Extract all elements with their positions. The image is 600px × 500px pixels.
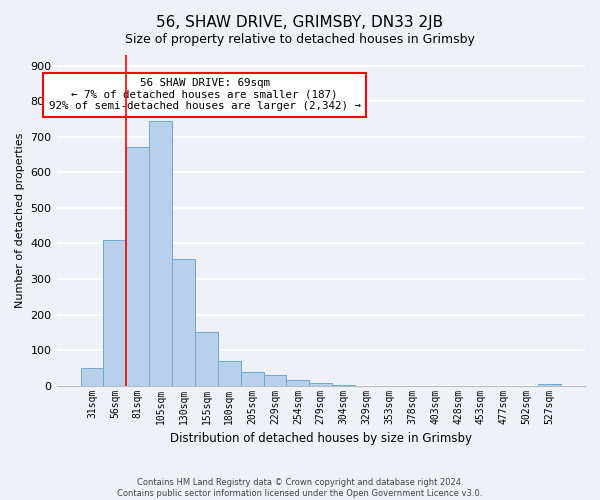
- Bar: [332, 384, 355, 386]
- Bar: [538, 384, 561, 386]
- Bar: [286, 380, 310, 386]
- Bar: [80, 368, 103, 386]
- Bar: [310, 383, 332, 386]
- Bar: [241, 372, 263, 386]
- X-axis label: Distribution of detached houses by size in Grimsby: Distribution of detached houses by size …: [170, 432, 472, 445]
- Bar: [218, 361, 241, 386]
- Bar: [263, 375, 286, 386]
- Bar: [172, 260, 195, 386]
- Text: Contains HM Land Registry data © Crown copyright and database right 2024.
Contai: Contains HM Land Registry data © Crown c…: [118, 478, 482, 498]
- Text: Size of property relative to detached houses in Grimsby: Size of property relative to detached ho…: [125, 32, 475, 46]
- Text: 56 SHAW DRIVE: 69sqm
← 7% of detached houses are smaller (187)
92% of semi-detac: 56 SHAW DRIVE: 69sqm ← 7% of detached ho…: [49, 78, 361, 112]
- Bar: [127, 148, 149, 386]
- Bar: [195, 332, 218, 386]
- Y-axis label: Number of detached properties: Number of detached properties: [15, 132, 25, 308]
- Bar: [103, 240, 127, 386]
- Bar: [149, 121, 172, 386]
- Text: 56, SHAW DRIVE, GRIMSBY, DN33 2JB: 56, SHAW DRIVE, GRIMSBY, DN33 2JB: [157, 15, 443, 30]
